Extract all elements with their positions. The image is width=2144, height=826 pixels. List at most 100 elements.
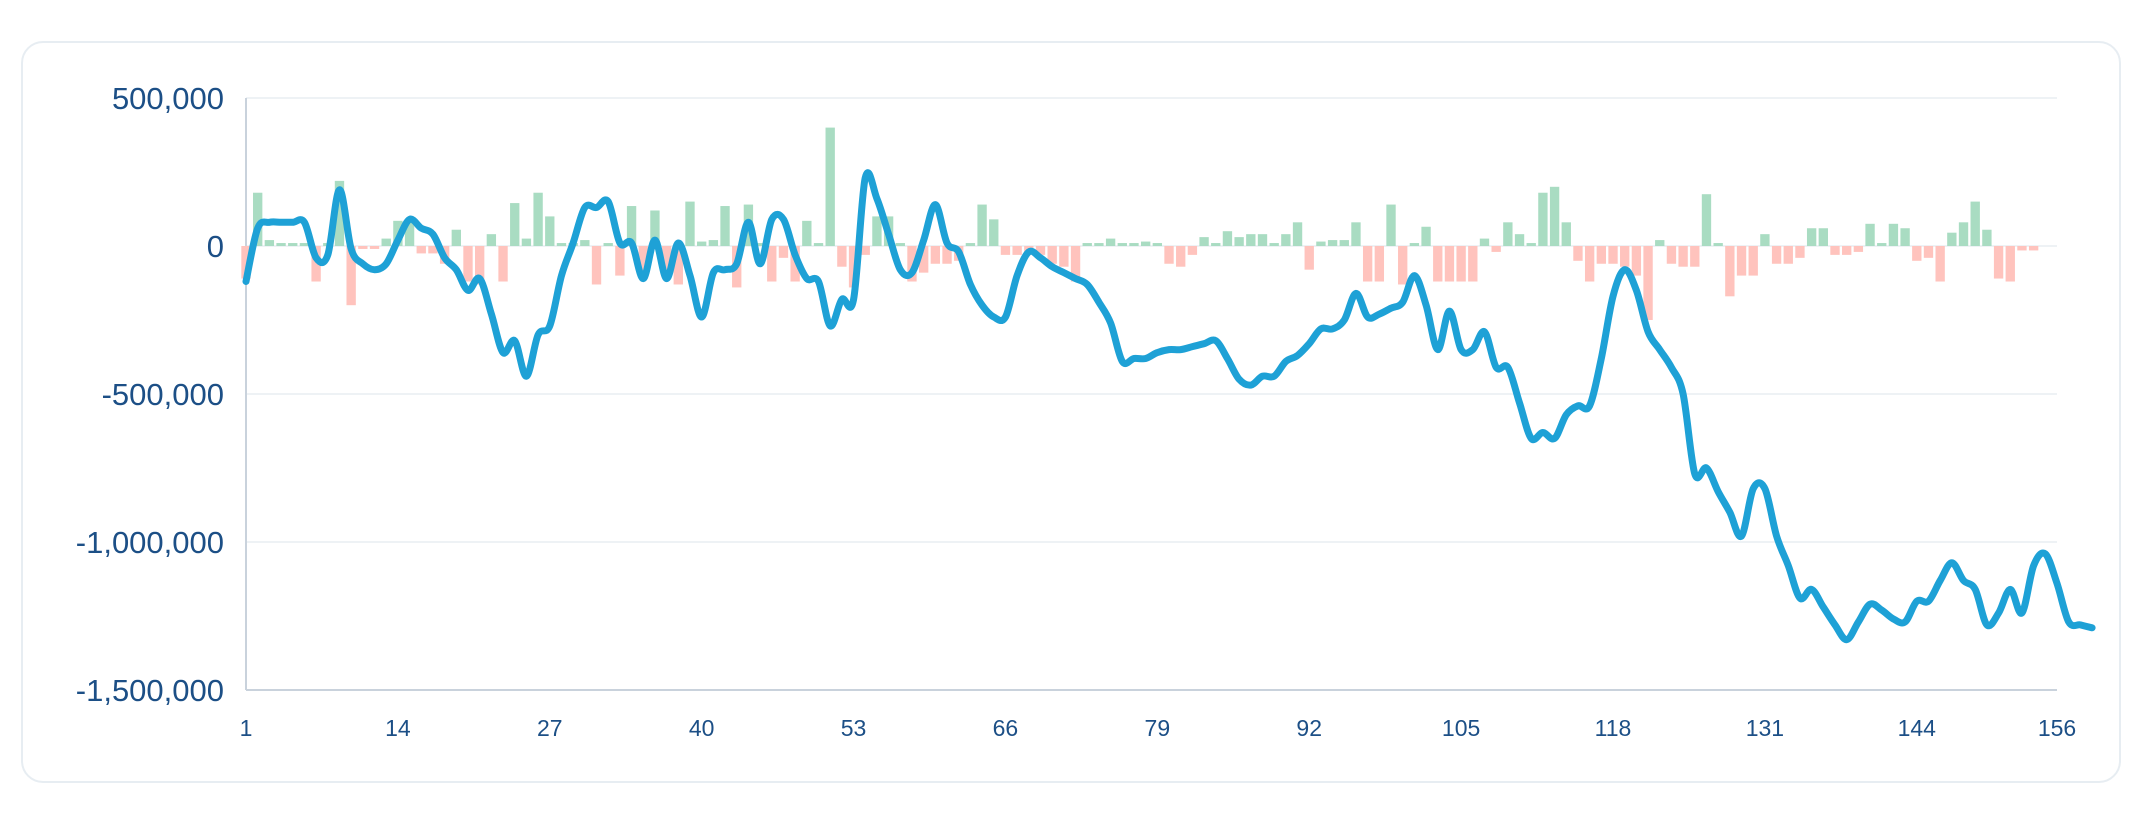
x-tick-label: 40 xyxy=(689,715,715,741)
bar xyxy=(1176,246,1186,267)
bar xyxy=(498,246,508,282)
x-tick-label: 53 xyxy=(841,715,867,741)
bar xyxy=(521,238,532,246)
bar xyxy=(872,216,882,246)
bar xyxy=(264,240,275,246)
bar xyxy=(358,246,368,249)
x-tick-label: 79 xyxy=(1145,715,1171,741)
bar xyxy=(989,219,999,246)
bar xyxy=(1970,201,1980,246)
bar xyxy=(615,246,625,276)
bar xyxy=(942,246,952,264)
bar xyxy=(720,206,730,246)
bar xyxy=(1105,238,1116,246)
bar xyxy=(1608,246,1618,264)
bar xyxy=(1257,234,1268,246)
bar xyxy=(1573,246,1583,261)
bar xyxy=(1222,231,1233,246)
bar xyxy=(1842,246,1852,255)
bar xyxy=(1211,243,1221,246)
bar xyxy=(1374,246,1385,282)
series-line xyxy=(242,169,2096,644)
bar xyxy=(1035,246,1046,255)
bar xyxy=(1666,246,1677,264)
bar xyxy=(626,206,637,246)
bar xyxy=(533,192,543,246)
bar xyxy=(1690,246,1700,267)
bar xyxy=(965,243,976,246)
bar xyxy=(369,246,380,249)
bar xyxy=(1503,222,1513,246)
bar xyxy=(837,246,847,267)
bar xyxy=(253,192,263,246)
x-tick-label: 66 xyxy=(993,715,1019,741)
bar xyxy=(1012,246,1022,255)
x-tick-label: 144 xyxy=(1898,715,1937,741)
x-tick-label: 118 xyxy=(1595,715,1632,741)
bar xyxy=(1514,234,1525,246)
bar xyxy=(977,204,987,246)
bar xyxy=(416,246,426,254)
bar xyxy=(930,246,941,264)
bar xyxy=(2005,246,2015,282)
y-tick-label: -500,000 xyxy=(102,377,224,412)
gridlines xyxy=(245,97,2057,691)
bar xyxy=(1479,238,1490,246)
bar xyxy=(2017,246,2027,251)
bar xyxy=(661,246,672,276)
bar xyxy=(1047,246,1057,264)
bar xyxy=(346,246,356,306)
bar xyxy=(802,220,812,246)
bar xyxy=(1947,232,1957,246)
bar xyxy=(1631,246,1642,276)
y-tick-label: -1,000,000 xyxy=(76,525,224,560)
bar xyxy=(1795,246,1805,258)
bar xyxy=(1339,240,1349,246)
bar xyxy=(288,243,298,246)
bar xyxy=(1748,246,1758,276)
y-tick-label: 0 xyxy=(207,229,224,264)
bar xyxy=(1713,243,1723,246)
bar xyxy=(1912,246,1922,261)
bar xyxy=(299,243,310,246)
bar xyxy=(708,240,719,246)
bar xyxy=(545,216,555,246)
bar xyxy=(1304,246,1314,270)
bar xyxy=(1292,222,1303,246)
x-tick-label: 27 xyxy=(537,715,563,741)
bar xyxy=(1538,192,1548,246)
bar xyxy=(1596,246,1607,264)
bar xyxy=(1923,246,1934,258)
bar xyxy=(1456,246,1466,282)
bar xyxy=(1561,222,1571,246)
bar xyxy=(475,246,485,285)
x-tick-label: 14 xyxy=(385,715,411,741)
bar xyxy=(1199,237,1209,246)
bar xyxy=(1993,246,2004,279)
bar xyxy=(1433,246,1443,282)
bar xyxy=(767,246,777,282)
bar xyxy=(603,243,613,246)
bar xyxy=(778,246,789,258)
bar xyxy=(404,220,415,246)
bar xyxy=(918,246,929,273)
bar xyxy=(510,203,520,246)
bar xyxy=(276,243,286,246)
bar xyxy=(1549,186,1560,246)
bar xyxy=(1281,234,1291,246)
bar xyxy=(1783,246,1793,264)
bar xyxy=(1059,246,1069,267)
bar xyxy=(1164,246,1174,264)
bar xyxy=(673,246,683,285)
bar xyxy=(1491,246,1501,252)
bar xyxy=(1584,246,1595,282)
bar xyxy=(1351,222,1361,246)
x-tick-label: 1 xyxy=(240,715,253,741)
bar xyxy=(451,229,461,246)
bar xyxy=(1806,228,1817,246)
chart-card xyxy=(21,41,2121,783)
bar xyxy=(1070,246,1081,282)
bar xyxy=(1187,246,1198,255)
bar xyxy=(1935,246,1945,282)
x-axis-ticks: 1 14 27 40 53 66 79 92 105 118 131 144 156 xyxy=(240,715,2077,741)
